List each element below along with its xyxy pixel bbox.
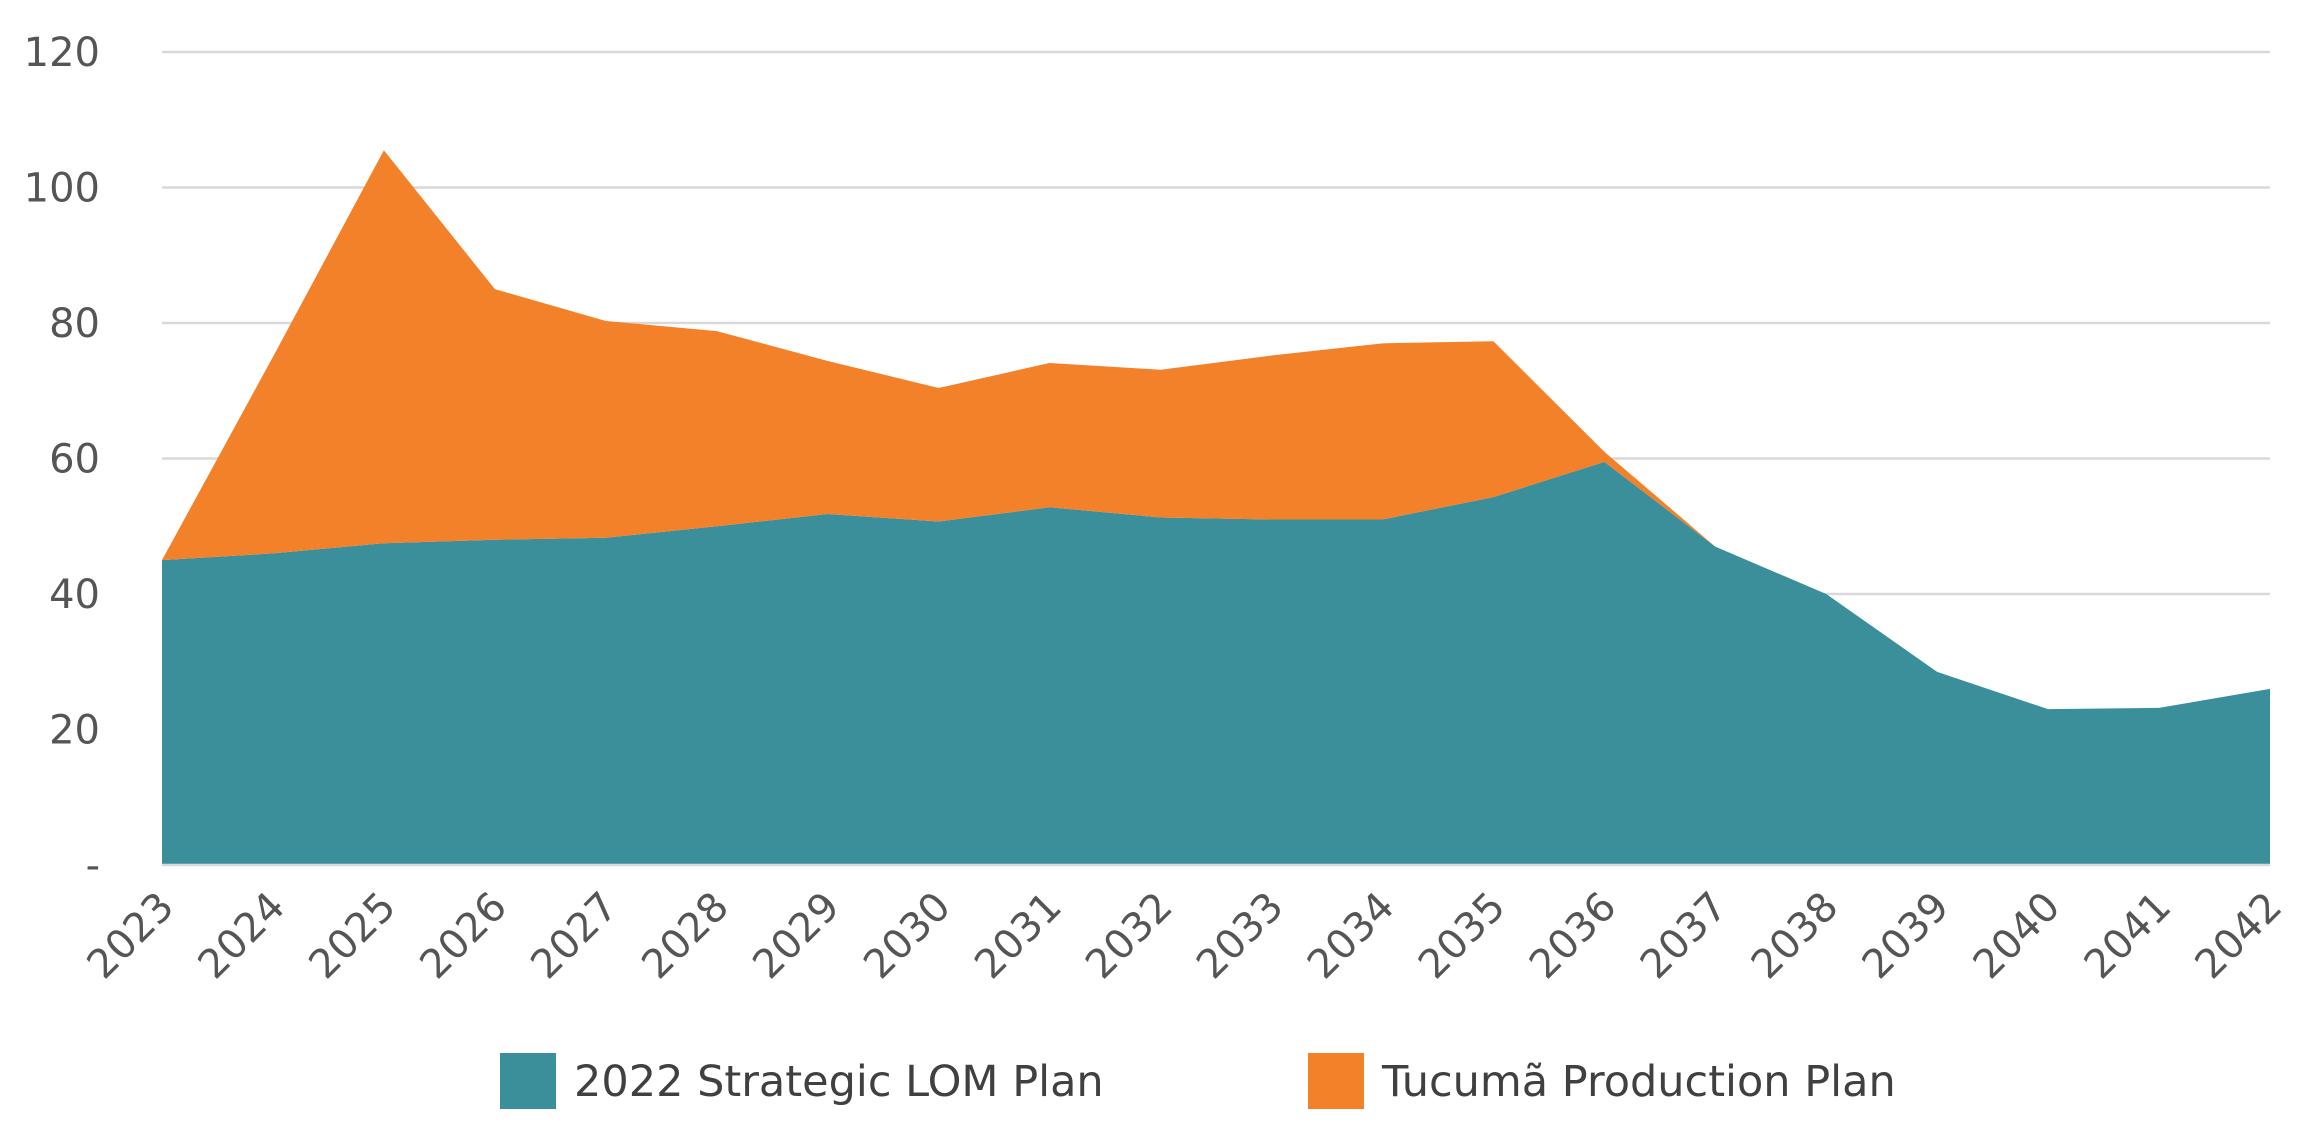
x-axis-ticks: 2023 2024 2025 2026 2027 2028 2029 2030 2031 2032… xyxy=(79,884,2292,989)
y-tick-label: - xyxy=(86,843,100,889)
x-tick-label: 2036 xyxy=(1521,884,1626,989)
area-series-2 xyxy=(162,150,2270,710)
x-tick-label: 2023 xyxy=(79,884,184,989)
x-tick-label: 2032 xyxy=(1077,884,1182,989)
stacked-areas xyxy=(162,150,2270,867)
legend-label: Tucumã Production Plan xyxy=(1381,1057,1896,1107)
x-tick-label: 2024 xyxy=(190,884,295,989)
legend: 2022 Strategic LOM Plan Tucumã Production… xyxy=(500,1053,1896,1109)
x-tick-label: 2035 xyxy=(1410,884,1515,989)
x-tick-label: 2041 xyxy=(2076,884,2181,989)
x-tick-label: 2037 xyxy=(1632,884,1737,989)
y-tick-label: 100 xyxy=(24,166,100,212)
legend-label: 2022 Strategic LOM Plan xyxy=(574,1057,1104,1107)
x-tick-label: 2034 xyxy=(1299,884,1404,989)
y-tick-label: 80 xyxy=(49,301,100,347)
x-tick-label: 2027 xyxy=(522,884,627,989)
y-tick-label: 40 xyxy=(49,572,100,618)
x-tick-label: 2042 xyxy=(2187,884,2292,989)
x-tick-label: 2026 xyxy=(411,884,516,989)
x-tick-label: 2038 xyxy=(1743,884,1848,989)
x-tick-label: 2031 xyxy=(966,884,1071,989)
area-series-1 xyxy=(162,461,2270,865)
y-tick-label: 60 xyxy=(49,437,100,483)
x-tick-label: 2028 xyxy=(633,884,738,989)
x-tick-label: 2025 xyxy=(300,884,405,989)
x-tick-label: 2029 xyxy=(744,884,849,989)
y-tick-label: 20 xyxy=(49,708,100,754)
x-tick-label: 2030 xyxy=(855,884,960,989)
legend-swatch xyxy=(1308,1053,1364,1109)
y-tick-label: 120 xyxy=(24,30,100,76)
x-tick-label: 2040 xyxy=(1965,884,2070,989)
x-tick-label: 2039 xyxy=(1854,884,1959,989)
legend-swatch xyxy=(500,1053,556,1109)
y-axis-ticks: - 20 40 60 80 100 120 xyxy=(24,30,100,889)
x-tick-label: 2033 xyxy=(1188,884,1293,989)
